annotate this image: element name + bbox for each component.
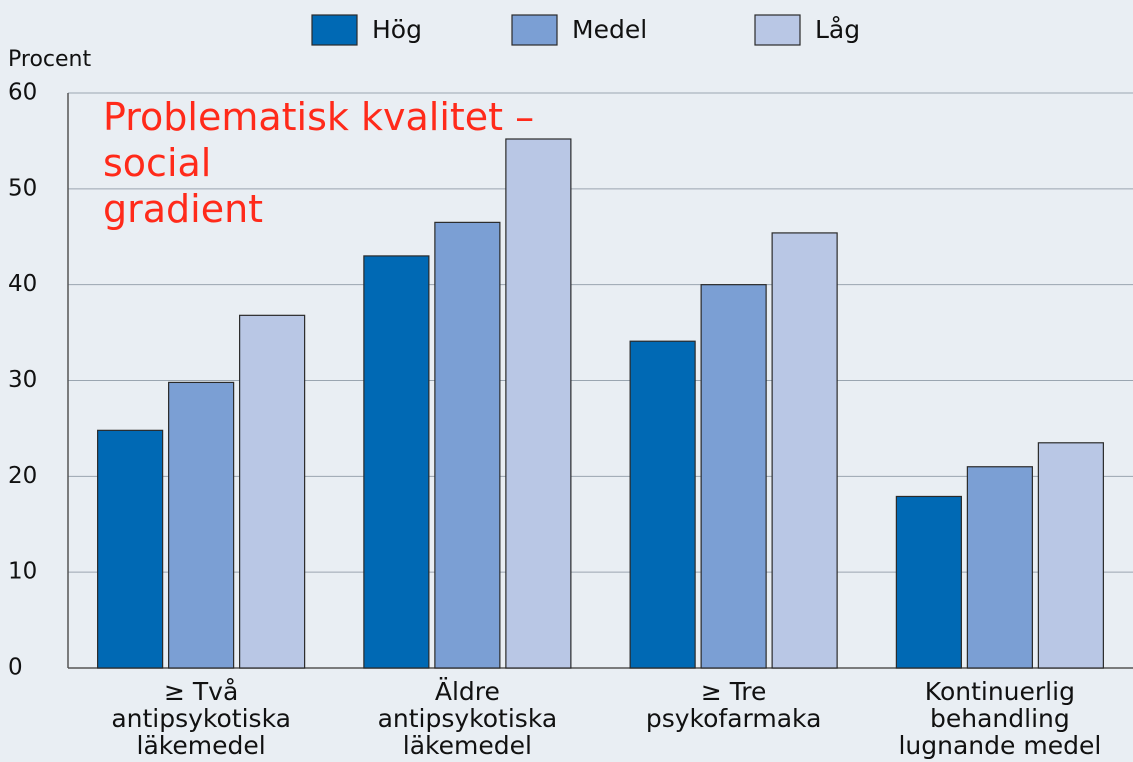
y-tick-label: 20 xyxy=(8,463,37,489)
bar xyxy=(434,221,501,669)
y-tick-label: 30 xyxy=(8,367,37,393)
y-tick-label: 0 xyxy=(8,655,23,681)
legend-swatch xyxy=(311,14,358,46)
bar xyxy=(363,255,430,669)
bar xyxy=(629,340,696,669)
bar xyxy=(505,138,572,669)
x-tick-label: ≥ Tre psykofarmaka xyxy=(645,677,822,733)
bar xyxy=(895,495,962,669)
legend-label: Medel xyxy=(572,15,647,44)
legend-label: Låg xyxy=(815,15,860,44)
y-tick-label: 10 xyxy=(8,559,37,585)
x-tick-label: Kontinuerlig behandling lugnande medel xyxy=(898,677,1102,760)
x-tick-label: Äldre antipsykotiska läkemedel xyxy=(377,677,558,760)
bar xyxy=(771,232,838,669)
x-tick-label: ≥ Två antipsykotiska läkemedel xyxy=(111,677,291,760)
y-axis-label: Procent xyxy=(8,47,91,72)
bar xyxy=(168,381,235,669)
annotation: Problematisk kvalitet – social gradient xyxy=(103,95,535,231)
legend-swatch xyxy=(754,14,801,46)
bar xyxy=(97,429,164,669)
bar xyxy=(966,466,1033,669)
bar xyxy=(1037,442,1104,669)
legend-label: Hög xyxy=(372,15,422,44)
y-tick-label: 60 xyxy=(8,80,37,106)
bar xyxy=(700,284,767,669)
legend-swatch xyxy=(511,14,558,46)
y-tick-label: 40 xyxy=(8,271,37,297)
y-tick-label: 50 xyxy=(8,175,37,201)
bar xyxy=(239,314,306,669)
